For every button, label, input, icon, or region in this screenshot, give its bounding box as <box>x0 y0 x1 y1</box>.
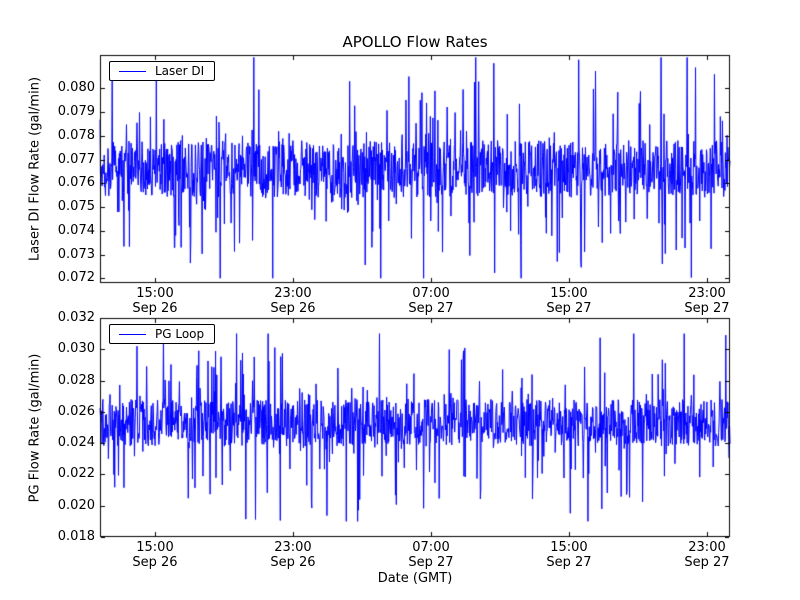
y-tick-label: 0.075 <box>57 199 95 214</box>
legend-pg-loop: PG Loop <box>109 324 216 344</box>
x-tick-time: 23:00 <box>688 540 726 555</box>
y-tick-label: 0.078 <box>57 127 95 143</box>
x-tick-date: Sep 27 <box>408 555 454 570</box>
y-tick-label: 0.080 <box>57 80 95 96</box>
y-tick-label: 0.020 <box>57 497 95 513</box>
x-tick-label: 15:00 Sep 26 <box>120 540 190 570</box>
x-tick-date: Sep 26 <box>132 555 178 570</box>
x-tick-time: 15:00 <box>136 540 174 555</box>
x-axis-label: Date (GMT) <box>377 571 453 586</box>
y-tick-label: 0.028 <box>57 372 95 388</box>
x-tick-label: 07:00 Sep 27 <box>396 286 466 316</box>
x-tick-date: Sep 26 <box>270 301 316 316</box>
y-tick-label: 0.026 <box>57 403 95 419</box>
legend-label-pg-loop: PG Loop <box>155 327 205 341</box>
y-tick-label: 0.024 <box>57 435 95 451</box>
legend-label-laser-di: Laser DI <box>155 64 205 78</box>
y-tick-label: 0.076 <box>57 175 95 191</box>
x-tick-time: 23:00 <box>274 286 312 301</box>
y-tick-label: 0.018 <box>57 529 95 544</box>
x-tick-date: Sep 26 <box>270 555 316 570</box>
legend-laser-di: Laser DI <box>109 61 216 81</box>
y-tick-label: 0.077 <box>57 151 95 167</box>
x-tick-time: 15:00 <box>136 286 174 301</box>
x-tick-date: Sep 27 <box>408 301 454 316</box>
y-tick-label: 0.073 <box>57 246 95 262</box>
y-tick-label: 0.030 <box>57 341 95 357</box>
y-tick-label: 0.032 <box>57 310 95 325</box>
y-tick-label: 0.072 <box>57 270 95 286</box>
x-tick-label: 23:00 Sep 27 <box>672 286 742 316</box>
x-tick-label: 23:00 Sep 26 <box>258 540 328 570</box>
x-tick-time: 23:00 <box>274 540 312 555</box>
x-tick-time: 15:00 <box>550 286 588 301</box>
x-tick-time: 07:00 <box>412 286 450 301</box>
x-tick-date: Sep 27 <box>684 555 730 570</box>
chart-title: APOLLO Flow Rates <box>342 33 488 51</box>
x-tick-label: 15:00 Sep 27 <box>534 286 604 316</box>
y-tick-label: 0.022 <box>57 466 95 482</box>
legend-line-sample-icon <box>119 333 146 335</box>
legend-line-sample-icon <box>119 70 146 72</box>
x-tick-label: 15:00 Sep 26 <box>120 286 190 316</box>
x-tick-date: Sep 27 <box>546 555 592 570</box>
x-tick-date: Sep 26 <box>132 301 178 316</box>
x-tick-time: 15:00 <box>550 540 588 555</box>
x-tick-label: 15:00 Sep 27 <box>534 540 604 570</box>
x-tick-date: Sep 27 <box>684 301 730 316</box>
y-tick-label: 0.074 <box>57 222 95 238</box>
x-tick-label: 23:00 Sep 27 <box>672 540 742 570</box>
x-tick-time: 23:00 <box>688 286 726 301</box>
x-tick-label: 23:00 Sep 26 <box>258 286 328 316</box>
y-tick-label: 0.079 <box>57 104 95 119</box>
x-tick-time: 07:00 <box>412 540 450 555</box>
x-tick-label: 07:00 Sep 27 <box>396 540 466 570</box>
x-tick-date: Sep 27 <box>546 301 592 316</box>
